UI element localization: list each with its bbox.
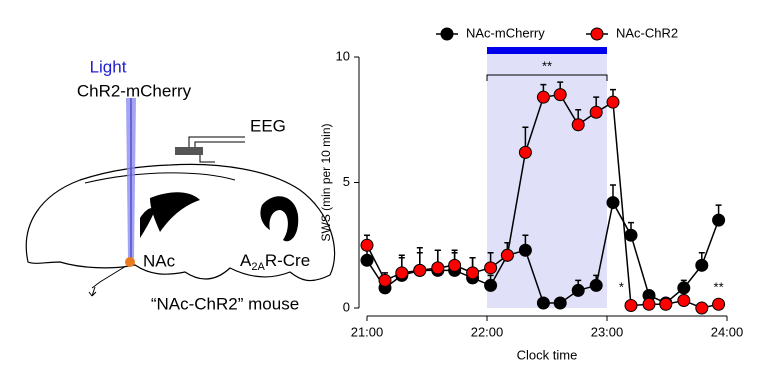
x-tick-label: 24:00: [711, 324, 744, 339]
eeg-wires: [188, 136, 245, 163]
data-point: [553, 296, 567, 310]
hippocampus: [260, 196, 299, 242]
ventricle: [150, 192, 200, 232]
data-point: [677, 293, 691, 307]
construct-label: ChR2-mCherry: [77, 81, 192, 100]
stim-shade: [487, 47, 607, 308]
cre-part: A: [240, 251, 252, 270]
light-label: Light: [90, 57, 127, 76]
x-axis-label: Clock time: [517, 347, 578, 362]
brain-outline: [25, 163, 336, 282]
injection-arrow: [88, 265, 127, 297]
cortex-line: [84, 172, 236, 184]
legend-label: NAc-ChR2: [616, 25, 678, 40]
data-point: [378, 273, 392, 287]
mouse-label: “NAc-ChR2” mouse: [151, 294, 299, 313]
legend-label: NAc-mCherry: [466, 25, 545, 40]
data-point: [589, 105, 603, 119]
data-point: [606, 95, 620, 109]
data-point: [484, 261, 498, 275]
cre-part: R-Cre: [265, 251, 310, 270]
nac-site: [125, 257, 135, 267]
eeg-connector: [175, 147, 203, 155]
data-point: [677, 281, 691, 295]
y-tick-label: 10: [336, 48, 350, 63]
ventricle: [140, 207, 155, 238]
data-point: [624, 228, 638, 242]
legend-marker: [440, 27, 454, 41]
annotation: *: [619, 279, 624, 294]
y-axis-label: SWS (min per 10 min): [319, 123, 333, 241]
y-tick-label: 0: [343, 299, 350, 314]
data-point: [518, 243, 532, 257]
sig-bracket: [486, 74, 608, 81]
data-point: [659, 297, 673, 311]
data-point: [413, 263, 427, 277]
data-point: [553, 88, 567, 102]
data-point: [466, 266, 480, 280]
data-point: [712, 297, 726, 311]
data-point: [571, 118, 585, 132]
data-point: [571, 283, 585, 297]
x-tick-label: 22:00: [471, 324, 504, 339]
data-point: [484, 278, 498, 292]
data-point: [606, 196, 620, 210]
data-point: [536, 296, 550, 310]
mouse-diagram: Light ChR2-mCherry EEG NAc A2AR-Cre “NAc…: [25, 57, 336, 313]
x-tick-label: 23:00: [591, 324, 624, 339]
data-point: [360, 253, 374, 267]
eeg-label: EEG: [250, 116, 286, 135]
data-point: [642, 297, 656, 311]
cre-label: A2AR-Cre: [240, 251, 310, 272]
annotation: **: [714, 279, 724, 294]
cre-subscript: 2A: [251, 261, 265, 273]
region-label: NAc: [143, 251, 176, 270]
data-point: [712, 213, 726, 227]
data-point: [395, 266, 409, 280]
data-point: [360, 238, 374, 252]
data-point: [695, 258, 709, 272]
stim-bar: [487, 47, 607, 54]
annotation: **: [542, 58, 552, 73]
data-point: [518, 145, 532, 159]
data-point: [431, 261, 445, 275]
x-tick-label: 21:00: [351, 324, 384, 339]
data-point: [589, 278, 603, 292]
data-point: [624, 298, 638, 312]
y-tick-label: 5: [343, 174, 350, 189]
data-point: [500, 248, 514, 262]
data-point: [695, 301, 709, 315]
data-point: [536, 90, 550, 104]
legend-marker: [590, 27, 604, 41]
data-point: [448, 258, 462, 272]
